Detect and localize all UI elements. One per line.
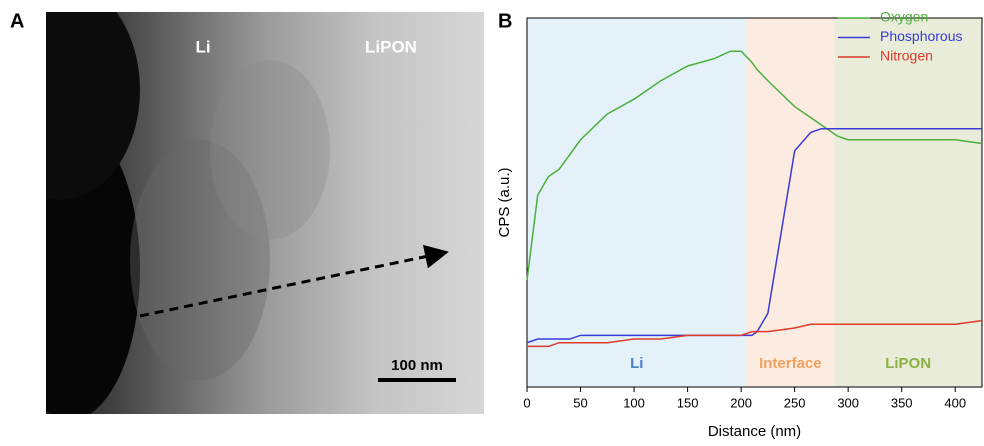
region [834,18,982,387]
x-tick-label: 0 [523,395,530,410]
region-label: Li [630,355,643,372]
x-tick-label: 150 [677,395,699,410]
x-tick-label: 300 [837,395,859,410]
scale-bar-label: 100 nm [391,357,443,374]
data-line [526,50,983,281]
x-tick-label: 100 [623,395,645,410]
legend-label: Oxygen [880,9,928,25]
x-tick-label: 350 [891,395,913,410]
region-label: Interface [759,355,822,372]
legend-label: Nitrogen [880,48,933,64]
panel-label: A [10,10,24,32]
x-tick-label: 400 [944,395,966,410]
x-tick-label: 200 [730,395,752,410]
data-line [527,319,983,348]
panel-label: B [498,10,512,32]
tem-image [46,12,484,414]
data-line [526,127,982,344]
region-label: Li [195,37,210,56]
x-axis-label: Distance (nm) [708,423,801,440]
legend-label: Phosphorous [880,28,963,44]
y-axis-label: CPS (a.u.) [496,167,513,237]
x-tick-label: 250 [784,395,806,410]
region [527,18,747,387]
region-label: LiPON [365,37,417,56]
chart: Li Interface LiPON 0 50 100 150 200 250 300 350 400… [496,9,983,440]
region-label: LiPON [885,355,931,372]
x-tick-label: 50 [573,395,587,410]
plot-frame [526,17,983,388]
scan-arrow [139,244,449,318]
